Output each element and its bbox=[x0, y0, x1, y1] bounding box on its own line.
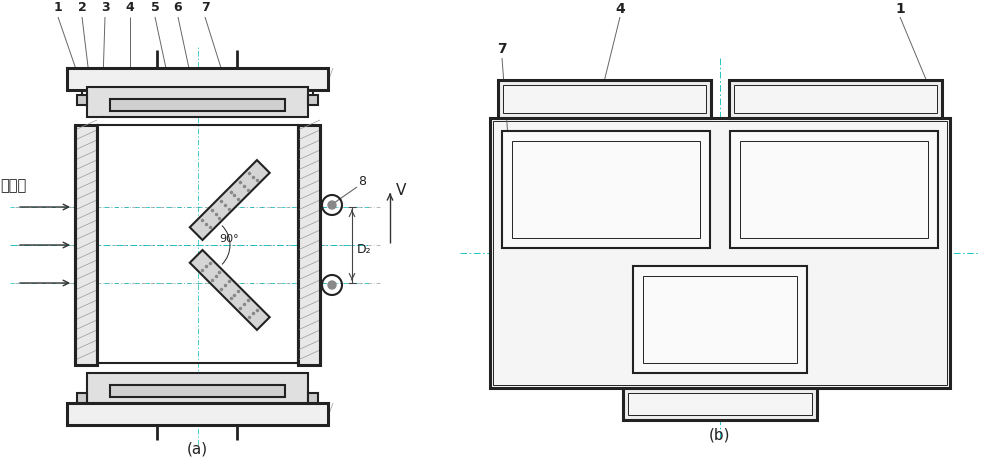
Bar bbox=[87, 87, 308, 117]
Bar bbox=[623, 388, 817, 420]
Bar bbox=[77, 393, 87, 403]
Bar bbox=[512, 141, 700, 238]
Circle shape bbox=[328, 281, 336, 289]
Circle shape bbox=[328, 201, 336, 209]
Bar bbox=[308, 95, 318, 105]
Bar bbox=[67, 403, 328, 425]
Bar bbox=[75, 125, 97, 365]
Text: (a): (a) bbox=[187, 441, 208, 456]
Bar bbox=[490, 118, 950, 388]
Bar bbox=[77, 95, 87, 105]
Text: 1: 1 bbox=[54, 1, 62, 14]
Text: 2: 2 bbox=[78, 1, 86, 14]
Bar bbox=[734, 85, 937, 113]
Bar bbox=[502, 131, 710, 248]
Text: 4: 4 bbox=[615, 2, 625, 16]
Text: 7: 7 bbox=[201, 1, 209, 14]
Text: V: V bbox=[396, 183, 406, 198]
Text: 8: 8 bbox=[358, 175, 366, 188]
Bar bbox=[298, 125, 320, 365]
Bar bbox=[498, 80, 711, 118]
Bar bbox=[628, 393, 812, 415]
Bar bbox=[643, 276, 797, 363]
Text: 1: 1 bbox=[895, 2, 905, 16]
Bar bbox=[740, 141, 928, 238]
Text: 6: 6 bbox=[174, 1, 182, 14]
Text: (b): (b) bbox=[709, 428, 731, 443]
Bar bbox=[67, 68, 328, 90]
Polygon shape bbox=[190, 250, 270, 330]
Bar bbox=[730, 131, 938, 248]
Text: 7: 7 bbox=[497, 42, 507, 56]
Text: 3: 3 bbox=[101, 1, 109, 14]
Text: 入射光: 入射光 bbox=[0, 178, 26, 193]
Text: 4: 4 bbox=[126, 1, 134, 14]
Bar bbox=[87, 373, 308, 403]
Bar bbox=[110, 99, 285, 111]
Text: 90°: 90° bbox=[220, 234, 239, 244]
Bar bbox=[503, 85, 706, 113]
Bar bbox=[110, 385, 285, 397]
Text: D₂: D₂ bbox=[357, 243, 372, 256]
Text: 5: 5 bbox=[151, 1, 159, 14]
Bar bbox=[729, 80, 942, 118]
Bar bbox=[633, 266, 807, 373]
Bar bbox=[97, 125, 298, 363]
Polygon shape bbox=[190, 160, 270, 240]
Bar bbox=[308, 393, 318, 403]
Bar bbox=[493, 121, 947, 385]
